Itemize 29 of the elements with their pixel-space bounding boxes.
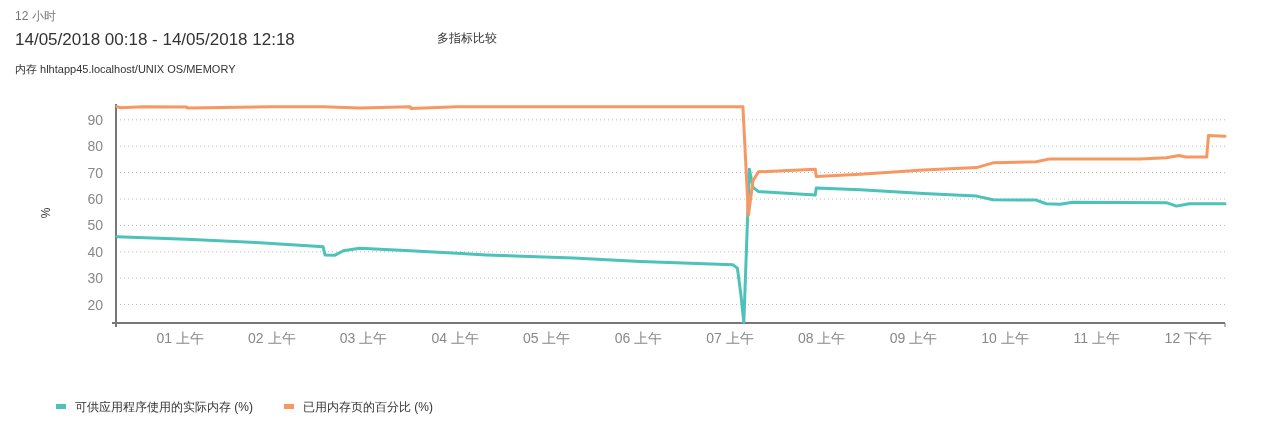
y-tick-label: 80: [87, 138, 104, 155]
y-tick-label: 40: [87, 243, 104, 260]
x-tick-label: 10 上午: [981, 330, 1029, 346]
text: 多指标比较: [437, 31, 497, 45]
x-tick-label: 05 上午: [523, 330, 571, 346]
x-tick-label: 01 上午: [156, 330, 204, 346]
y-tick-label: 50: [87, 217, 104, 234]
y-axis-title: %: [39, 207, 53, 219]
x-tick-label: 02 上午: [248, 330, 296, 346]
x-tick-label: 07 上午: [706, 330, 754, 346]
x-tick-label: 09 上午: [889, 330, 938, 346]
chart-subtitle: 内存 hlhtapp45.localhost/UNIX OS/MEMORY: [15, 63, 237, 75]
x-tick-label: 06 上午: [614, 330, 663, 346]
y-tick-label: 60: [87, 190, 104, 207]
legend-label: 已用内存页的百分比 (%): [303, 400, 433, 414]
line-series: [115, 167, 1227, 324]
x-tick-label: 04 上午: [431, 330, 479, 346]
line-series: [115, 105, 1227, 217]
y-tick-label: 70: [87, 164, 104, 181]
legend-label: 可供应用程序使用的实际内存 (%): [75, 400, 253, 414]
y-tick-label: 20: [87, 296, 104, 313]
x-tick-label: 03 上午: [339, 330, 388, 346]
chart-title: 14/05/2018 00:18 - 14/05/2018 12:18: [15, 30, 295, 49]
y-tick-label: 30: [87, 270, 104, 287]
x-tick-label: 12 下午: [1164, 330, 1213, 346]
y-tick-label: 90: [87, 111, 104, 128]
x-tick-label: 11 上午: [1073, 330, 1120, 346]
x-tick-label: 08 上午: [797, 330, 846, 346]
text: 12 小时: [15, 9, 56, 23]
